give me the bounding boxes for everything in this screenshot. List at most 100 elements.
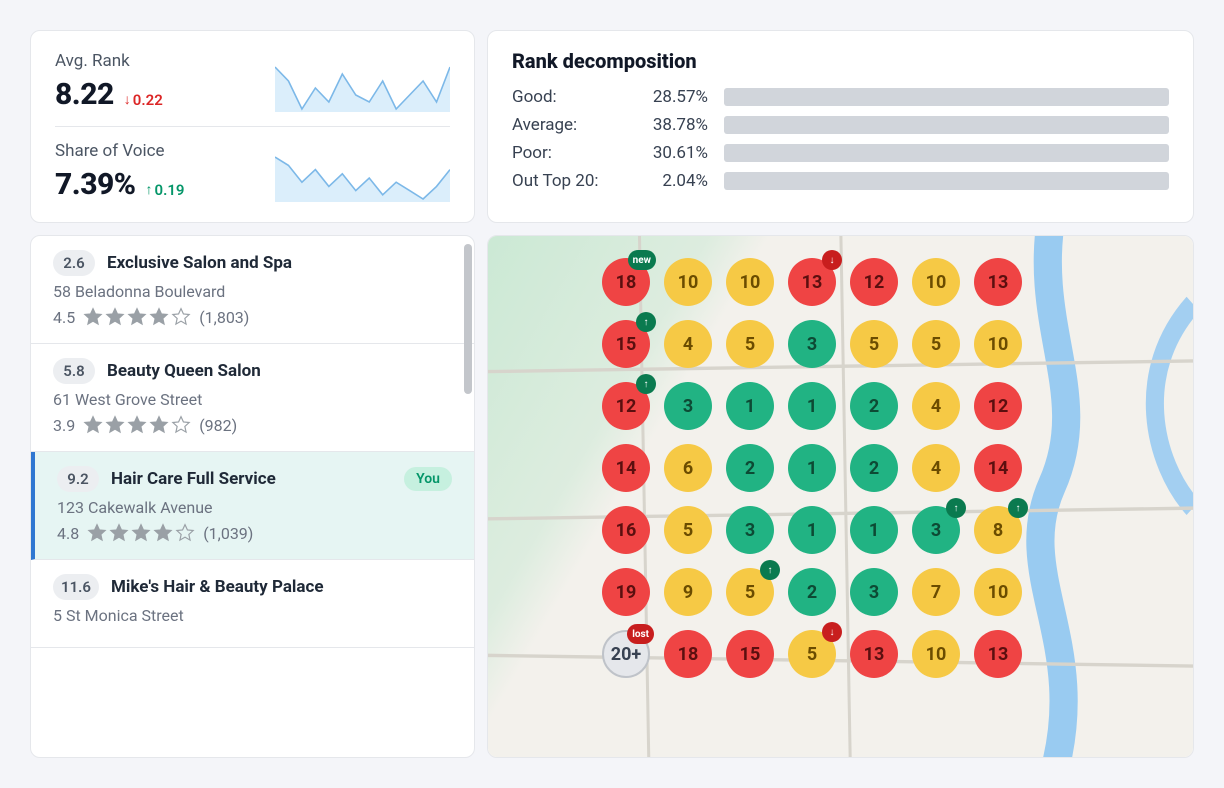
rank-cell[interactable]: 5 [664, 506, 712, 554]
comp-address: 58 Beladonna Boulevard [53, 282, 452, 301]
rank-cell[interactable]: 8↑ [974, 506, 1022, 554]
comp-name: Hair Care Full Service [111, 469, 392, 489]
rank-cell[interactable]: 12 [974, 382, 1022, 430]
rank-cell[interactable]: 2 [850, 444, 898, 492]
rank-cell[interactable]: 5 [850, 320, 898, 368]
star-empty-icon [171, 307, 191, 327]
star-filled-icon [83, 307, 103, 327]
star-filled-icon [83, 415, 103, 435]
rank-cell[interactable]: 9 [664, 568, 712, 616]
avg-rank-value: 8.22 [55, 77, 114, 112]
decomp-rows: Good:28.57% Average: 38.78% Poor:30.61% Out … [512, 87, 1169, 191]
comp-name: Beauty Queen Salon [107, 361, 452, 381]
rank-cell[interactable]: 13↓ [788, 258, 836, 306]
comp-rating-value: 4.8 [57, 524, 79, 543]
comp-rating: 3.9(982) [53, 415, 452, 435]
rank-cell[interactable]: 5 [912, 320, 960, 368]
comp-reviews: (1,803) [199, 308, 249, 327]
you-badge: You [404, 467, 452, 491]
rank-cell[interactable]: 4 [912, 444, 960, 492]
rank-cell[interactable]: 18new [602, 258, 650, 306]
decomp-row: Out Top 20:2.04% [512, 171, 1169, 191]
decomp-label: Poor: [512, 143, 622, 163]
rank-map[interactable]: 18new101013↓12101315↑453551012↑311241214… [487, 235, 1194, 758]
rank-cell[interactable]: 18 [664, 630, 712, 678]
rank-cell[interactable]: 3↑ [912, 506, 960, 554]
decomp-pct: 28.57% [638, 87, 708, 107]
rank-cell[interactable]: 1 [850, 506, 898, 554]
rank-cell[interactable]: 3 [788, 320, 836, 368]
rank-cell[interactable]: 1 [788, 382, 836, 430]
competitor-item[interactable]: 2.6Exclusive Salon and Spa58 Beladonna B… [31, 236, 474, 344]
avg-rank-sparkline [275, 64, 450, 112]
rank-cell[interactable]: 6 [664, 444, 712, 492]
decomp-pct: 38.78% [638, 115, 708, 135]
rank-cell[interactable]: 4 [664, 320, 712, 368]
star-empty-icon [175, 523, 195, 543]
decomp-label: Average: [512, 115, 622, 135]
rank-cell[interactable]: 1 [726, 382, 774, 430]
rank-cell[interactable]: 2 [788, 568, 836, 616]
comp-rating-value: 4.5 [53, 308, 75, 327]
star-filled-icon [105, 307, 125, 327]
rank-cell[interactable]: 14 [602, 444, 650, 492]
rank-cell[interactable]: 10 [974, 568, 1022, 616]
competitor-item[interactable]: 9.2Hair Care Full ServiceYou123 Cakewalk… [31, 452, 474, 560]
star-filled-icon [149, 307, 169, 327]
rank-cell-badge-down: ↓ [822, 250, 842, 270]
rank-cell[interactable]: 13 [974, 258, 1022, 306]
scrollbar-thumb[interactable] [464, 244, 472, 394]
star-filled-icon [153, 523, 173, 543]
stars-icon [87, 523, 195, 543]
rank-cell[interactable]: 10 [974, 320, 1022, 368]
rank-cell[interactable]: 4 [912, 382, 960, 430]
metrics-card: Avg. Rank 8.22 ↓0.22 Share of Voice 7.39… [30, 30, 475, 223]
rank-cell[interactable]: 5 [726, 320, 774, 368]
comp-address: 123 Cakewalk Avenue [57, 498, 452, 517]
rank-cell-badge-up: ↑ [946, 498, 966, 518]
rank-cell[interactable]: 2 [850, 382, 898, 430]
rank-cell[interactable]: 13 [850, 630, 898, 678]
decomp-row: Poor:30.61% [512, 143, 1169, 163]
rank-cell[interactable]: 3 [850, 568, 898, 616]
decomp-row: Good:28.57% [512, 87, 1169, 107]
rank-cell[interactable]: 1 [788, 506, 836, 554]
decomp-bar [724, 172, 1169, 190]
rank-cell[interactable]: 3 [664, 382, 712, 430]
rank-cell[interactable]: 10 [912, 258, 960, 306]
rank-cell[interactable]: 10 [912, 630, 960, 678]
competitor-list: 2.6Exclusive Salon and Spa58 Beladonna B… [30, 235, 475, 758]
rank-cell[interactable]: 16 [602, 506, 650, 554]
comp-rating-value: 3.9 [53, 416, 75, 435]
rank-cell[interactable]: 1 [788, 444, 836, 492]
rank-cell[interactable]: 15 [726, 630, 774, 678]
rank-cell[interactable]: 5↓ [788, 630, 836, 678]
rank-cell-badge-up: ↑ [636, 312, 656, 332]
rank-cell[interactable]: 12 [850, 258, 898, 306]
rank-cell[interactable]: 20+lost [602, 630, 650, 678]
rank-cell[interactable]: 10 [664, 258, 712, 306]
rank-cell[interactable]: 3 [726, 506, 774, 554]
competitor-item[interactable]: 5.8Beauty Queen Salon61 West Grove Stree… [31, 344, 474, 452]
avg-rank-metric: Avg. Rank 8.22 ↓0.22 [55, 51, 450, 112]
competitor-item[interactable]: 11.6Mike's Hair & Beauty Palace5 St Moni… [31, 560, 474, 648]
sov-value: 7.39% [55, 167, 136, 202]
rank-cell[interactable]: 15↑ [602, 320, 650, 368]
rank-grid: 18new101013↓12101315↑453551012↑311241214… [598, 254, 1026, 682]
dashboard: Avg. Rank 8.22 ↓0.22 Share of Voice 7.39… [30, 30, 1194, 758]
star-filled-icon [109, 523, 129, 543]
rank-cell[interactable]: 13 [974, 630, 1022, 678]
rank-cell[interactable]: 12↑ [602, 382, 650, 430]
rank-cell[interactable]: 5↑ [726, 568, 774, 616]
decomp-bar [724, 88, 1169, 106]
star-filled-icon [127, 415, 147, 435]
comp-rating: 4.8(1,039) [57, 523, 452, 543]
star-filled-icon [131, 523, 151, 543]
rank-cell[interactable]: 7 [912, 568, 960, 616]
rank-cell[interactable]: 10 [726, 258, 774, 306]
comp-rank-badge: 11.6 [53, 574, 99, 600]
rank-cell[interactable]: 2 [726, 444, 774, 492]
rank-cell[interactable]: 19 [602, 568, 650, 616]
rank-cell[interactable]: 14 [974, 444, 1022, 492]
sov-label: Share of Voice [55, 141, 255, 161]
